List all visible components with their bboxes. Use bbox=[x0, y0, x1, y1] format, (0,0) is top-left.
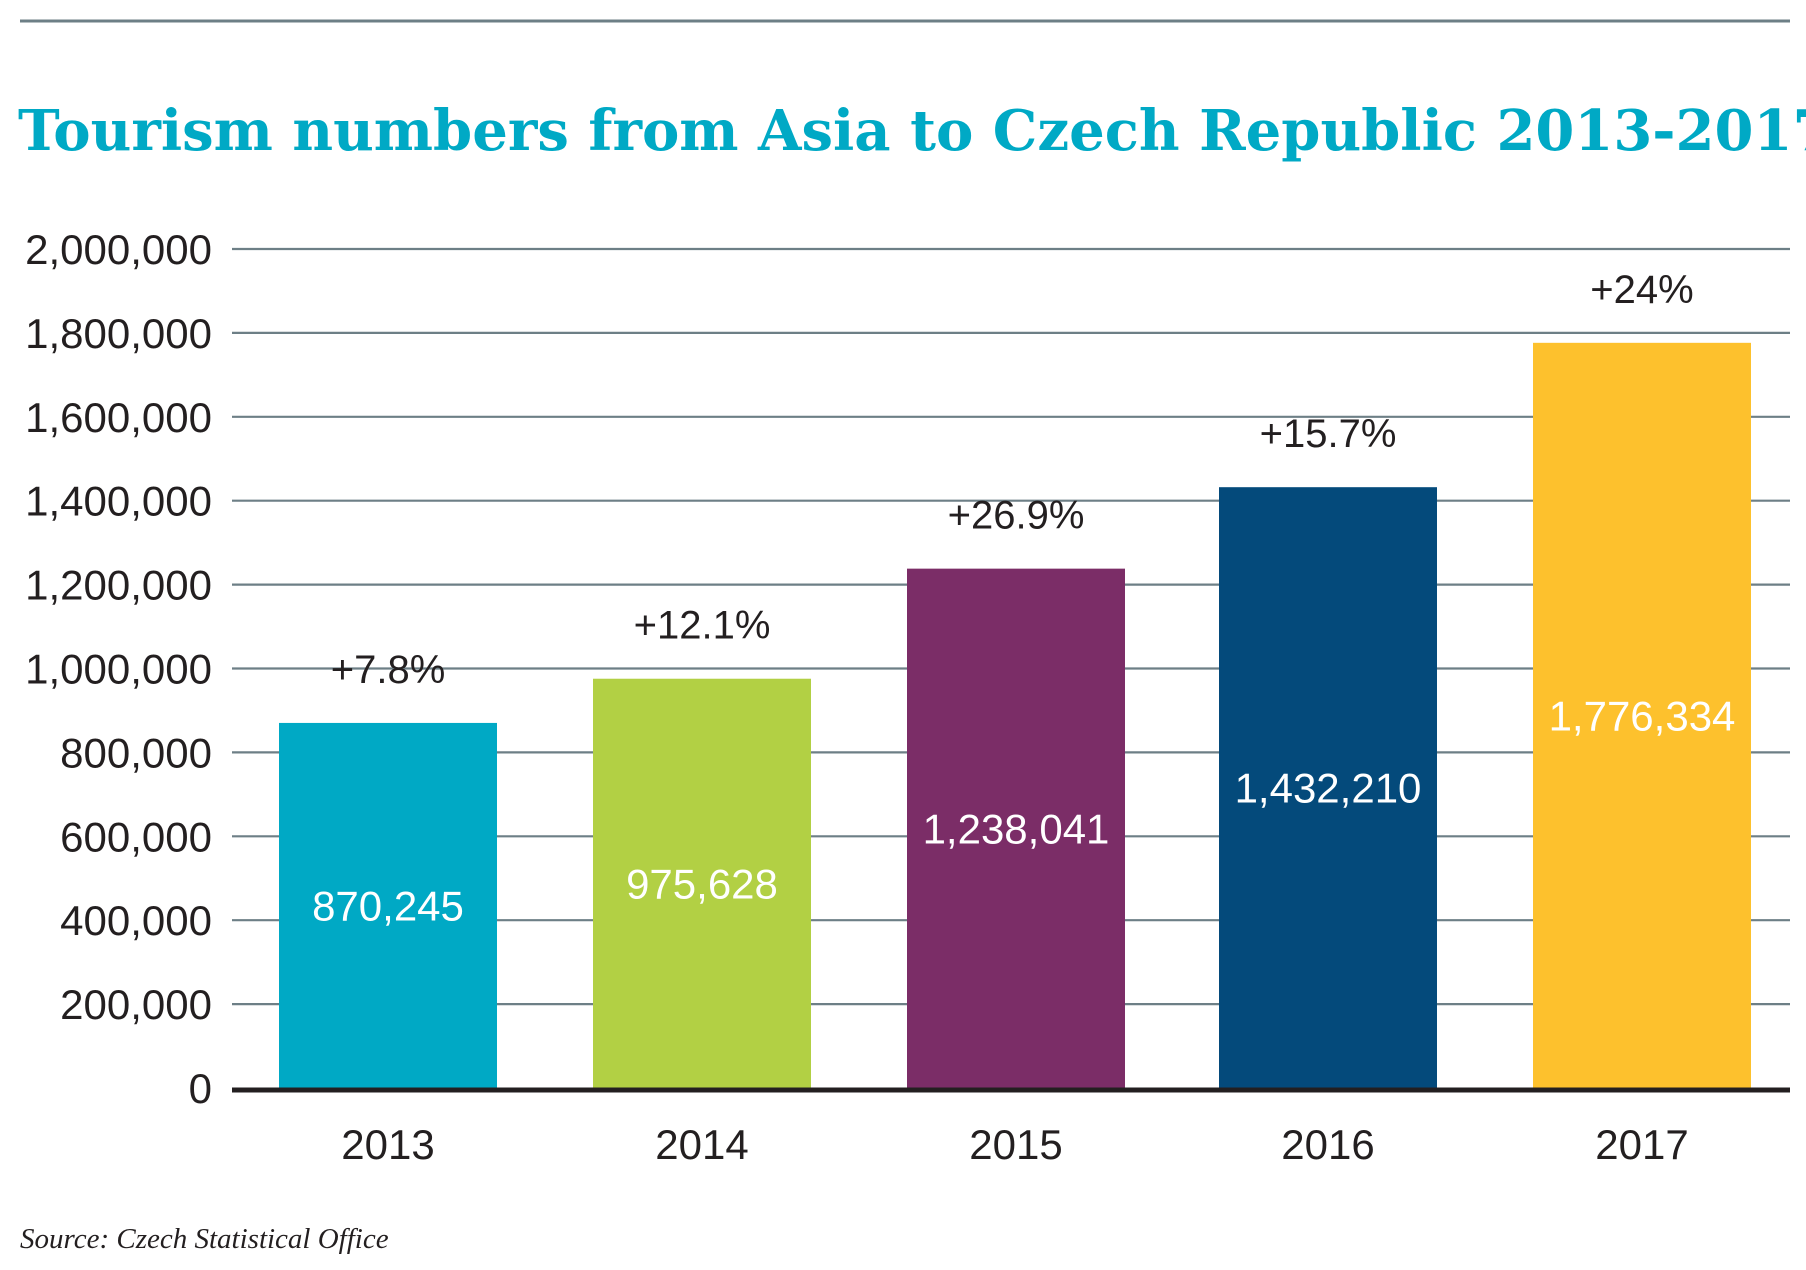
x-category-label: 2014 bbox=[655, 1121, 748, 1168]
growth-label: +7.8% bbox=[331, 648, 446, 692]
y-tick-label: 1,800,000 bbox=[25, 310, 212, 357]
y-tick-label: 2,000,000 bbox=[25, 226, 212, 273]
bar-2015 bbox=[907, 568, 1125, 1088]
bar-2014 bbox=[593, 678, 811, 1088]
y-tick-label: 600,000 bbox=[60, 813, 212, 860]
growth-label: +24% bbox=[1590, 268, 1693, 312]
bar-value-label: 1,238,041 bbox=[923, 805, 1110, 852]
growth-label: +15.7% bbox=[1260, 412, 1397, 456]
y-tick-label: 1,200,000 bbox=[25, 562, 212, 609]
y-tick-label: 1,600,000 bbox=[25, 394, 212, 441]
bars bbox=[279, 342, 1751, 1089]
source-note: Source: Czech Statistical Office bbox=[20, 1223, 389, 1255]
x-category-label: 2013 bbox=[341, 1121, 434, 1168]
x-category-label: 2017 bbox=[1595, 1121, 1688, 1168]
y-tick-label: 400,000 bbox=[60, 897, 212, 944]
bar-value-label: 975,628 bbox=[626, 860, 778, 907]
bar-value-label: 1,432,210 bbox=[1235, 765, 1422, 812]
bar-value-label: 1,776,334 bbox=[1549, 692, 1736, 739]
y-tick-label: 1,400,000 bbox=[25, 478, 212, 525]
growth-label: +26.9% bbox=[948, 494, 1085, 538]
bar-labels: 870,245 +7.8% 975,628 +12.1% 1,238,041 +26.9%… bbox=[312, 268, 1735, 930]
y-axis-ticks: 0 200,000 400,000 600,000 800,000 1,000,000 1,… bbox=[25, 226, 212, 1112]
x-category-label: 2016 bbox=[1281, 1121, 1374, 1168]
x-axis-categories: 2013 2014 2015 2016 2017 bbox=[341, 1121, 1688, 1168]
bar-2013 bbox=[279, 722, 497, 1088]
y-tick-label: 200,000 bbox=[60, 981, 212, 1028]
growth-label: +12.1% bbox=[634, 604, 771, 648]
chart-title: Tourism numbers from Asia to Czech Repub… bbox=[18, 98, 1806, 164]
y-tick-label: 800,000 bbox=[60, 729, 212, 776]
bar-value-label: 870,245 bbox=[312, 882, 464, 929]
bar-2017 bbox=[1533, 342, 1751, 1088]
x-category-label: 2015 bbox=[969, 1121, 1062, 1168]
y-tick-label: 1,000,000 bbox=[25, 646, 212, 693]
y-tick-label: 0 bbox=[189, 1065, 212, 1112]
bar-2016 bbox=[1219, 487, 1437, 1089]
